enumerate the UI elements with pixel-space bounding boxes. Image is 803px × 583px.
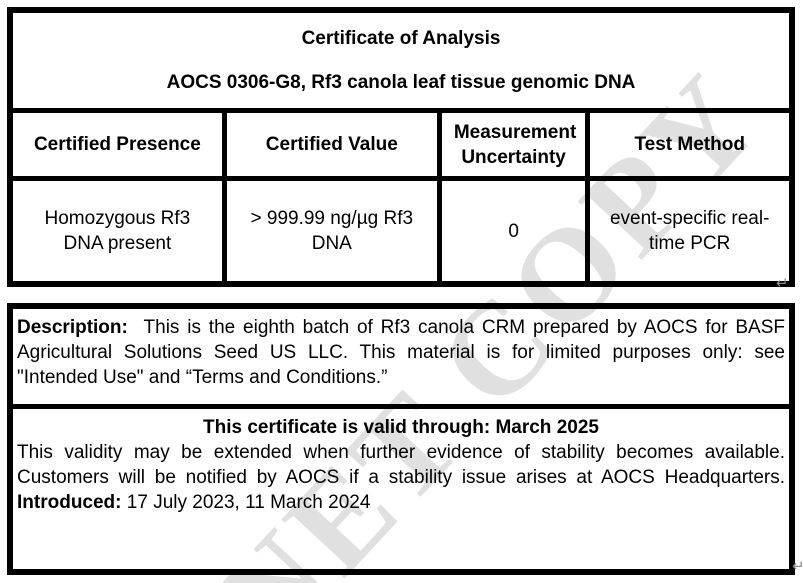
validity-row: This certificate is valid through: March… xyxy=(7,404,795,575)
column-header-row: Certified Presence Certified Value Measu… xyxy=(7,108,795,181)
description-label: Description: xyxy=(17,317,128,338)
paragraph-return-icon: ↵ xyxy=(776,274,789,292)
validity-content: This certificate is valid through: March… xyxy=(17,415,785,563)
certificate-table: Certificate of Analysis AOCS 0306-G8, Rf… xyxy=(7,7,795,287)
validity-heading: This certificate is valid through: March… xyxy=(203,417,599,438)
certificate-title-cell: Certificate of Analysis AOCS 0306-G8, Rf… xyxy=(7,7,795,113)
description-cell: Description: This is the eighth batch of … xyxy=(7,303,795,409)
validity-cell: This certificate is valid through: March… xyxy=(7,404,795,575)
introduced-line: Introduced: 17 July 2023, 11 March 2024 xyxy=(17,490,785,515)
cell-certified-presence: Homozygous Rf3 DNA present xyxy=(7,176,227,287)
description-paragraph: Description: This is the eighth batch of … xyxy=(17,315,785,398)
description-text: This is the eighth batch of Rf3 canola C… xyxy=(17,317,785,388)
description-validity-table: Description: This is the eighth batch of … xyxy=(7,303,795,575)
certificate-data-row: Homozygous Rf3 DNA present > 999.99 ng/µ… xyxy=(7,176,795,287)
column-header-certified-presence: Certified Presence xyxy=(7,108,227,181)
column-header-certified-value: Certified Value xyxy=(221,108,442,181)
certificate-subtitle: AOCS 0306-G8, Rf3 canola leaf tissue gen… xyxy=(166,72,636,93)
cell-test-method: event-specific real-time PCR xyxy=(585,176,795,287)
cell-certified-value: > 999.99 ng/µg Rf3 DNA xyxy=(221,176,442,287)
introduced-label: Introduced: xyxy=(17,492,122,513)
validity-paragraph: This validity may be extended when furth… xyxy=(17,442,785,488)
paragraph-return-icon: ↵ xyxy=(792,557,803,575)
cell-measurement-uncertainty: 0 xyxy=(436,176,591,287)
introduced-dates: 17 July 2023, 11 March 2024 xyxy=(126,492,371,513)
column-header-measurement-uncertainty: Measurement Uncertainty xyxy=(436,108,591,181)
description-row: Description: This is the eighth batch of … xyxy=(7,303,795,409)
column-header-test-method: Test Method xyxy=(585,108,795,181)
certificate-title-row: Certificate of Analysis AOCS 0306-G8, Rf… xyxy=(7,7,795,113)
certificate-title: Certificate of Analysis xyxy=(301,28,501,49)
